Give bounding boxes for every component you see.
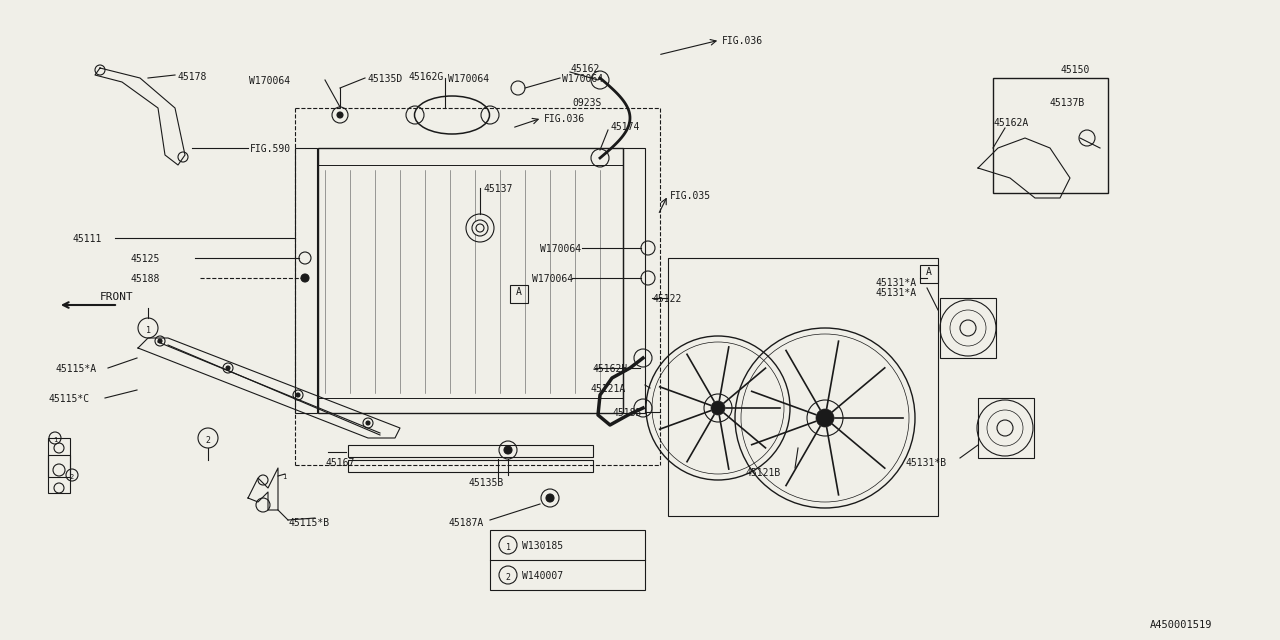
- Text: FIG.590: FIG.590: [250, 144, 291, 154]
- Text: 2: 2: [206, 435, 210, 445]
- Text: 45137: 45137: [483, 184, 512, 194]
- Bar: [348, 460, 593, 472]
- Text: 45137B: 45137B: [1050, 98, 1085, 108]
- Circle shape: [472, 220, 488, 236]
- Text: 45122: 45122: [652, 294, 681, 304]
- Text: 45174: 45174: [611, 122, 640, 132]
- Bar: [993, 78, 1108, 193]
- Circle shape: [710, 401, 724, 415]
- Text: 45162: 45162: [570, 64, 599, 74]
- Text: W140007: W140007: [522, 571, 563, 581]
- Bar: [623, 148, 645, 413]
- Text: 45131*A: 45131*A: [876, 278, 916, 288]
- Text: FIG.036: FIG.036: [722, 36, 763, 46]
- Text: 2: 2: [70, 474, 74, 480]
- Circle shape: [987, 410, 1023, 446]
- Circle shape: [547, 494, 554, 502]
- Text: 45150: 45150: [1060, 65, 1089, 75]
- Text: 45121A: 45121A: [590, 384, 625, 394]
- Text: 45188: 45188: [131, 274, 160, 284]
- Circle shape: [301, 274, 308, 282]
- Bar: [317, 148, 623, 413]
- Text: W170064: W170064: [448, 74, 489, 84]
- Circle shape: [504, 446, 512, 454]
- Text: 45162A: 45162A: [993, 118, 1028, 128]
- Circle shape: [337, 112, 343, 118]
- Text: W170064: W170064: [248, 76, 291, 86]
- Text: 45178: 45178: [177, 72, 206, 82]
- Bar: [490, 530, 645, 590]
- Text: 45125: 45125: [131, 254, 160, 264]
- Text: 45115*B: 45115*B: [288, 518, 329, 528]
- Text: 45131*B: 45131*B: [905, 458, 946, 468]
- Text: 0923S: 0923S: [572, 98, 602, 108]
- Text: 45135D: 45135D: [367, 74, 402, 84]
- Text: W170064: W170064: [532, 274, 573, 284]
- Text: 45115*A: 45115*A: [55, 364, 96, 374]
- Bar: [509, 285, 529, 303]
- Bar: [920, 265, 938, 283]
- Text: 2: 2: [506, 573, 511, 582]
- Text: W170064: W170064: [562, 74, 603, 84]
- Text: 45187A: 45187A: [448, 518, 484, 528]
- Bar: [978, 398, 1034, 458]
- Text: 1: 1: [506, 543, 511, 552]
- Bar: [668, 258, 938, 516]
- Text: W170064: W170064: [540, 244, 581, 254]
- Ellipse shape: [415, 96, 489, 134]
- Circle shape: [157, 339, 163, 343]
- Bar: [940, 298, 996, 358]
- Text: A: A: [925, 267, 932, 277]
- Bar: [49, 438, 70, 493]
- Circle shape: [806, 400, 844, 436]
- Text: 45185: 45185: [612, 408, 641, 418]
- Bar: [49, 455, 70, 477]
- Text: A450001519: A450001519: [1149, 620, 1212, 630]
- Text: 1: 1: [52, 437, 58, 443]
- Circle shape: [950, 310, 986, 346]
- Circle shape: [296, 393, 300, 397]
- Text: 45115*C: 45115*C: [49, 394, 90, 404]
- Text: FIG.035: FIG.035: [669, 191, 712, 201]
- Circle shape: [227, 366, 230, 370]
- Text: 45111: 45111: [72, 234, 101, 244]
- Text: A: A: [516, 287, 522, 297]
- Bar: [348, 445, 593, 457]
- Text: 45135B: 45135B: [468, 478, 503, 488]
- Bar: [294, 148, 317, 413]
- Circle shape: [817, 409, 835, 427]
- Circle shape: [366, 421, 370, 425]
- Text: 45162H: 45162H: [593, 364, 627, 374]
- Circle shape: [704, 394, 732, 422]
- Text: 1: 1: [146, 326, 151, 335]
- Text: 1: 1: [282, 474, 287, 480]
- Text: 45167: 45167: [325, 458, 355, 468]
- Text: 45121B: 45121B: [745, 468, 781, 478]
- Text: 45131*A: 45131*A: [876, 288, 916, 298]
- Text: FIG.036: FIG.036: [544, 114, 585, 124]
- Text: 45162G: 45162G: [408, 72, 443, 82]
- Text: W130185: W130185: [522, 541, 563, 551]
- Text: FRONT: FRONT: [100, 292, 133, 302]
